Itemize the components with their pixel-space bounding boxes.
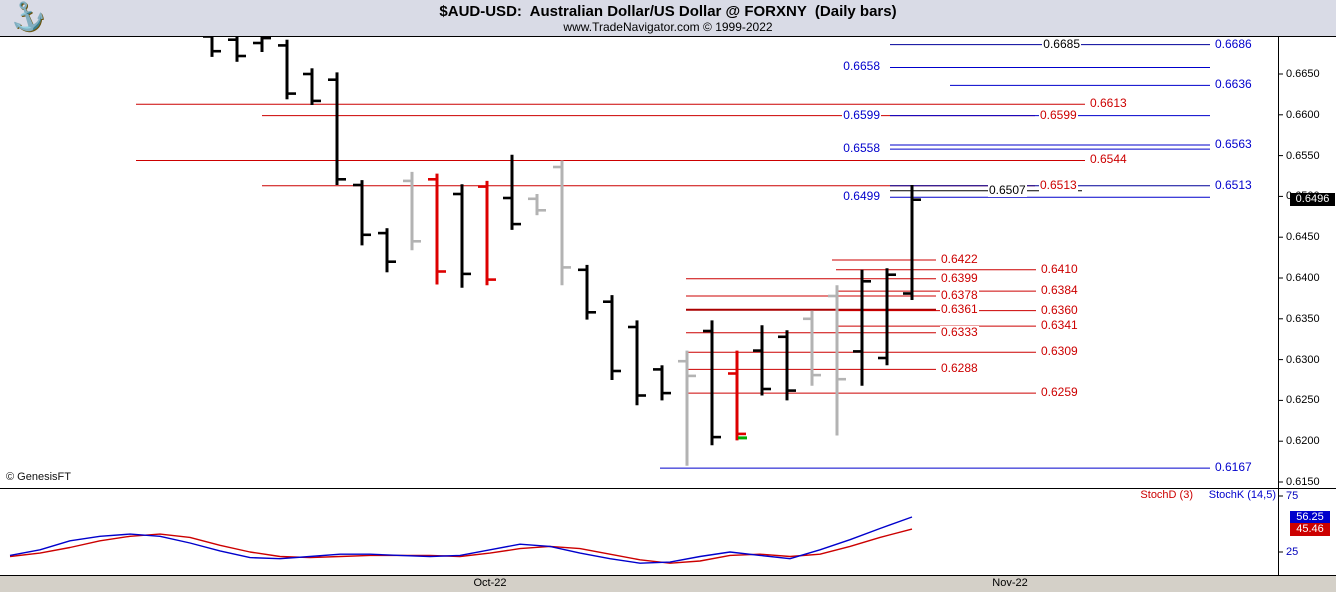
date-axis-label: Oct-22 xyxy=(473,577,507,589)
price-level-label: 0.6361 xyxy=(940,301,979,316)
ohlc-bar xyxy=(528,194,546,216)
ohlc-bar xyxy=(803,310,821,386)
stoch-scale-label: 75 xyxy=(1286,490,1299,502)
price-level-label: 0.6384 xyxy=(1040,283,1079,298)
price-scale-label: 0.6250 xyxy=(1286,394,1320,407)
ohlc-bar xyxy=(853,269,871,386)
ohlc-bar xyxy=(353,180,371,246)
ohlc-bar xyxy=(453,184,471,288)
price-scale-label: 0.6150 xyxy=(1286,476,1320,488)
price-level-label: 0.6563 xyxy=(1214,136,1253,151)
price-level-label: 0.6613 xyxy=(1089,96,1128,111)
ohlc-bar xyxy=(403,171,421,251)
ohlc-bar xyxy=(828,285,846,436)
ohlc-bar xyxy=(303,68,321,105)
ohlc-bar xyxy=(903,185,921,300)
ohlc-bar xyxy=(378,228,396,273)
ohlc-bar xyxy=(203,36,221,57)
ohlc-bars-layer xyxy=(203,36,921,466)
price-level-label: 0.6333 xyxy=(940,324,979,339)
stochk-line xyxy=(9,516,913,564)
ohlc-bar xyxy=(253,36,271,52)
indicator-panel-separator xyxy=(0,488,1336,489)
price-level-label: 0.6341 xyxy=(1040,318,1079,333)
price-levels-layer xyxy=(136,44,1210,469)
chart-header: ⚓ $AUD-USD: Australian Dollar/US Dollar … xyxy=(0,0,1336,37)
price-scale-label: 0.6650 xyxy=(1286,68,1320,80)
price-level-label: 0.6507 xyxy=(988,182,1027,197)
stochk-legend-label: StochK (14,5) xyxy=(1208,489,1276,501)
ohlc-bar xyxy=(753,325,771,396)
ohlc-bar xyxy=(478,180,496,286)
price-level-label: 0.6513 xyxy=(1039,177,1078,192)
stochd-legend-label: StochD (3) xyxy=(1140,489,1193,501)
price-level-label: 0.6599 xyxy=(842,107,881,122)
price-level-label: 0.6360 xyxy=(1040,302,1079,317)
price-level-label: 0.6378 xyxy=(940,287,979,302)
price-level-label: 0.6686 xyxy=(1214,36,1253,51)
ohlc-bar xyxy=(428,173,446,285)
price-level-label: 0.6636 xyxy=(1214,77,1253,92)
ohlc-bar xyxy=(278,39,296,100)
stochk-value-badge: 56.25 xyxy=(1290,510,1330,524)
price-scale-separator xyxy=(1278,36,1279,575)
price-level-label: 0.6167 xyxy=(1214,460,1253,475)
price-level-label: 0.6410 xyxy=(1040,261,1079,276)
price-level-label: 0.6558 xyxy=(842,141,881,156)
price-scale-label: 0.6450 xyxy=(1286,231,1320,244)
ohlc-bar xyxy=(778,330,796,401)
ohlc-bar xyxy=(328,72,346,185)
ohlc-bar xyxy=(628,320,646,406)
price-level-label: 0.6288 xyxy=(940,361,979,376)
ohlc-bar xyxy=(578,264,596,320)
ohlc-bar xyxy=(878,268,896,366)
price-level-label: 0.6685 xyxy=(1042,36,1081,51)
price-scale-label: 0.6400 xyxy=(1286,272,1320,284)
price-level-label: 0.6399 xyxy=(940,270,979,285)
price-level-label: 0.6259 xyxy=(1040,385,1079,400)
ohlc-bar xyxy=(553,160,571,286)
price-scale-label: 0.6350 xyxy=(1286,312,1320,325)
ohlc-bar xyxy=(228,36,246,62)
chart-subtitle: www.TradeNavigator.com © 1999-2022 xyxy=(563,20,773,34)
ohlc-bar xyxy=(703,320,721,446)
stochd-value-badge: 45.46 xyxy=(1290,522,1330,536)
stoch-scale-label: 25 xyxy=(1286,546,1299,558)
price-level-label: 0.6544 xyxy=(1089,152,1128,167)
price-scale-label: 0.6300 xyxy=(1286,353,1320,366)
ohlc-bar xyxy=(603,295,621,380)
date-axis-label: Nov-22 xyxy=(992,577,1028,589)
date-axis[interactable]: Oct-22 Nov-22 xyxy=(0,575,1336,592)
stochastic-layer xyxy=(9,516,913,564)
price-scale-label: 0.6550 xyxy=(1286,149,1320,162)
price-scale-label: 0.6200 xyxy=(1286,435,1320,448)
price-scale-label: 0.6600 xyxy=(1286,108,1320,121)
price-level-label: 0.6499 xyxy=(842,189,881,204)
price-level-label: 0.6309 xyxy=(1040,344,1079,359)
last-price-badge: 0.6496 xyxy=(1290,192,1335,206)
price-level-label: 0.6422 xyxy=(940,252,979,267)
price-level-label: 0.6658 xyxy=(842,59,881,74)
genesisft-watermark: © GenesisFT xyxy=(6,471,71,483)
ohlc-bar xyxy=(503,154,521,230)
price-level-label: 0.6513 xyxy=(1214,177,1253,192)
chart-title: $AUD-USD: Australian Dollar/US Dollar @ … xyxy=(439,3,897,20)
ohlc-bar xyxy=(653,365,671,401)
ohlc-bar xyxy=(678,350,696,466)
ohlc-bar xyxy=(728,350,746,441)
stochd-line xyxy=(9,528,913,564)
price-level-label: 0.6599 xyxy=(1039,107,1078,122)
